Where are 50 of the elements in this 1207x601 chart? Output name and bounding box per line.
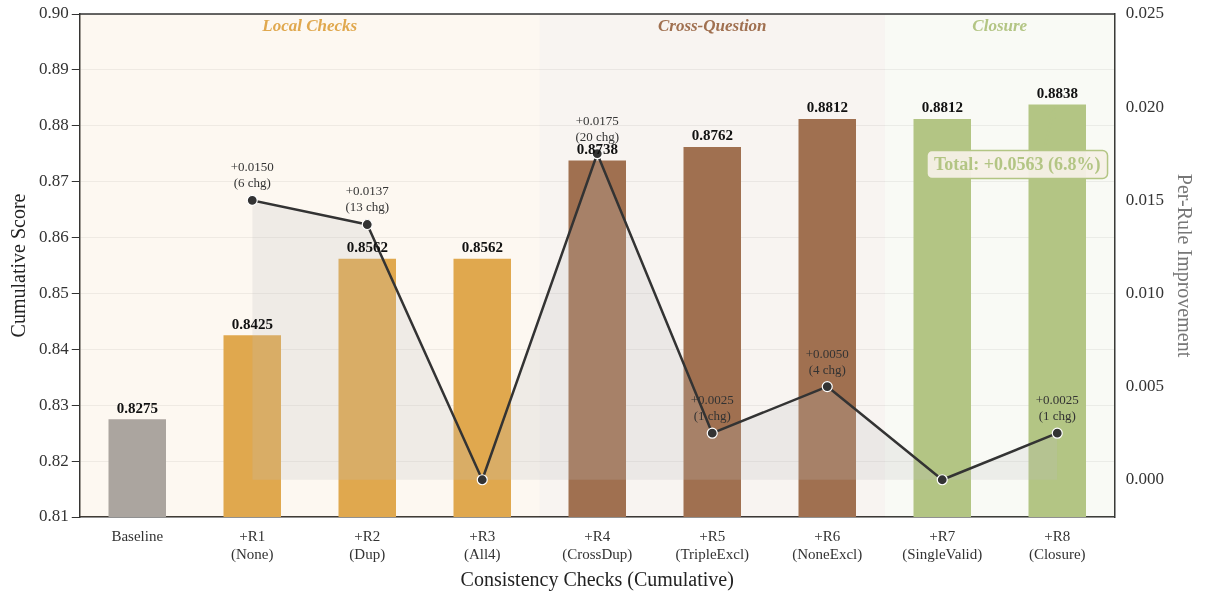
data-label: 0.8562 [461,239,503,256]
y2-tick-label: 0.020 [1125,96,1164,116]
y-tick-label: 0.87 [39,171,70,191]
y-tick-label: 0.82 [39,450,69,470]
point [246,194,258,206]
y-tick-label: 0.86 [39,227,69,247]
band-label: Closure [972,16,1028,36]
y-tick-label: 0.88 [39,115,69,135]
x-tick-label: +R2 (Dup) [349,527,386,563]
x-axis-title: Consistency Checks (Cumulative) [460,568,734,592]
y-tick-label: 0.83 [39,394,69,414]
y2-tick-label: 0.000 [1125,469,1164,489]
y-tick-label: 0.85 [39,282,69,302]
point [821,380,833,393]
x-tick-label: +R4 (CrossDup) [562,527,633,563]
y-tick-label: 0.84 [39,338,70,358]
x-tick-label: +R1 (None) [231,527,274,563]
data-label: 0.8812 [921,99,963,116]
y2-tick-label: 0.015 [1125,189,1164,209]
x-tick-label: +R5 (TripleExcl) [675,527,750,563]
x-tick-label: +R7 (SingleValid) [902,527,983,563]
annotation: Total: +0.0563 (6.8%) [933,154,1101,176]
data-label: +0.0050 (4 chg) [805,345,849,377]
y2-tick-label: 0.025 [1125,3,1164,23]
data-label: 0.8812 [806,99,848,116]
band-label: Local Checks [261,16,358,36]
x-tick-label: +R6 (NoneExcl) [792,527,863,563]
y-tick-label: 0.81 [39,506,69,526]
point [361,218,373,231]
band-label: Cross-Question [657,16,767,36]
y-tick-label: 0.90 [39,3,69,23]
data-label: 0.8838 [1036,84,1078,101]
y2-tick-label: 0.005 [1125,376,1164,396]
x-tick-label: +R8 (Closure) [1028,527,1086,563]
y2-axis-title: Per-Rule Improvement [1172,173,1196,358]
point [936,474,948,486]
point [706,427,718,439]
point [476,474,488,486]
data-label: 0.8275 [116,399,158,416]
data-label: +0.0137 (13 chg) [345,183,390,215]
data-label: +0.0150 (6 chg) [230,159,274,191]
y-axis-title: Cumulative Score [7,193,30,338]
x-tick-label: +R3 (All4) [463,527,501,563]
point [1051,427,1063,439]
data-label: 0.8425 [231,315,273,332]
data-label: 0.8762 [691,127,733,144]
y-tick-label: 0.89 [39,59,69,79]
y2-tick-label: 0.010 [1125,282,1164,302]
x-tick-label: Baseline [111,527,164,544]
data-label: +0.0025 (1 chg) [1035,392,1079,424]
